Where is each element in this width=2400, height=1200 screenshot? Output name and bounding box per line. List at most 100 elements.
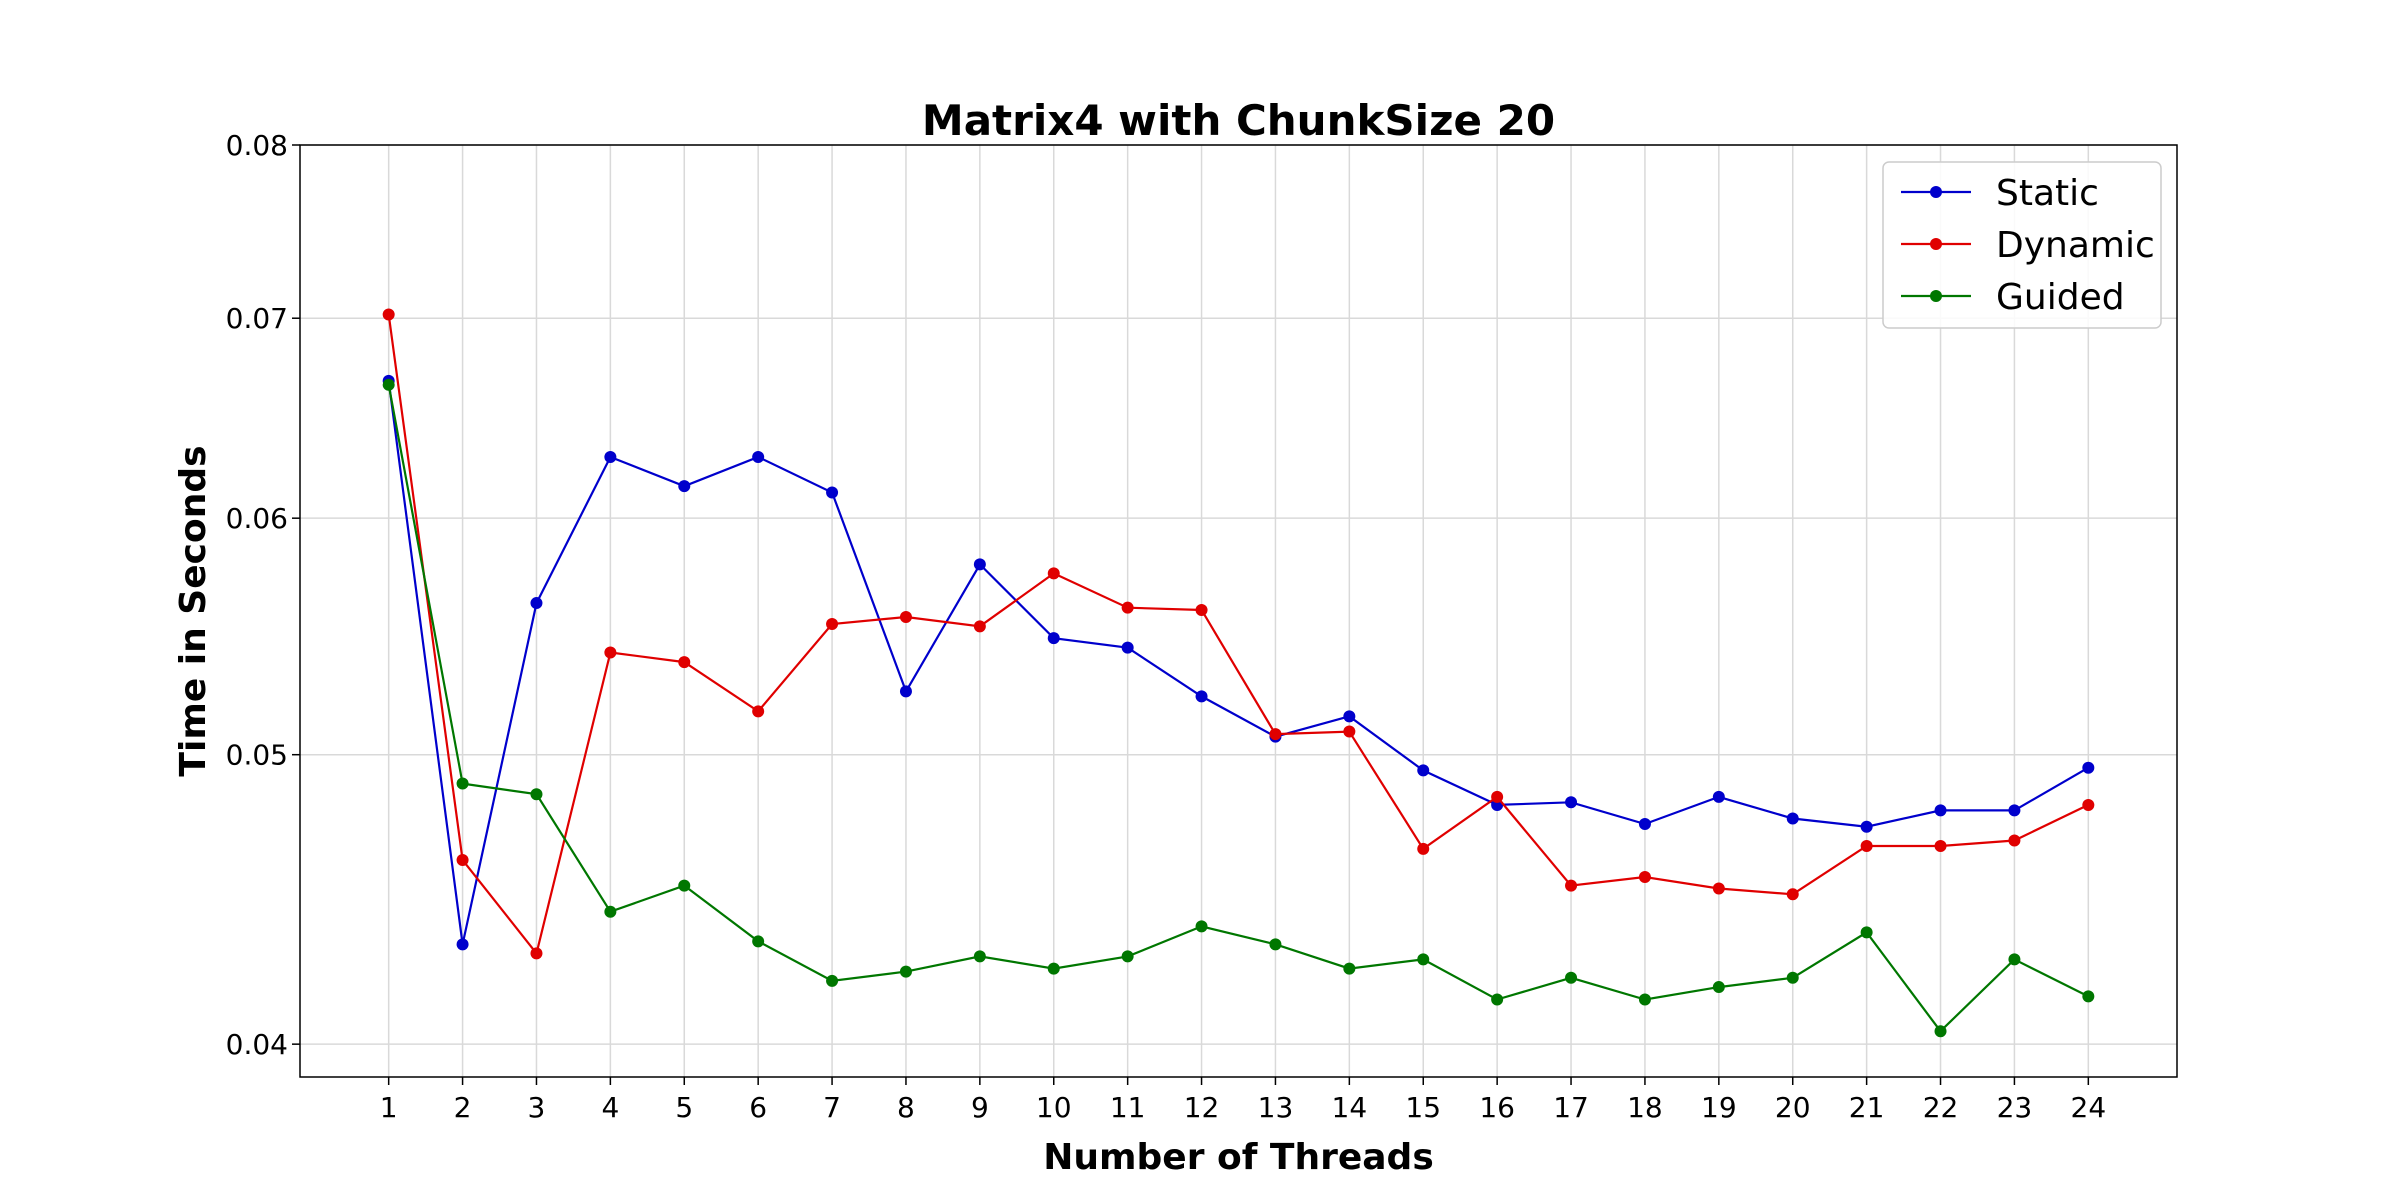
data-point-static (678, 480, 691, 493)
data-point-static (899, 685, 912, 698)
data-point-guided (456, 777, 469, 790)
data-point-dynamic (899, 610, 912, 623)
data-point-static (1565, 796, 1578, 809)
data-point-static (1417, 764, 1430, 777)
data-point-dynamic (604, 646, 617, 659)
series-layer (382, 308, 2095, 1038)
y-axis-label: Time in Seconds (173, 445, 214, 776)
data-point-dynamic (1269, 728, 1282, 741)
x-tick-label: 2 (454, 1091, 472, 1124)
chart-title: Matrix4 with ChunkSize 20 (922, 96, 1555, 145)
y-tick-label: 0.08 (226, 129, 288, 162)
data-point-guided (1195, 920, 1208, 933)
x-tick-label: 7 (823, 1091, 841, 1124)
data-point-guided (1417, 953, 1430, 966)
x-tick-label: 1 (380, 1091, 398, 1124)
x-tick-label: 19 (1701, 1091, 1737, 1124)
data-point-static (1047, 632, 1060, 645)
data-point-dynamic (1491, 790, 1504, 803)
data-point-dynamic (1638, 871, 1651, 884)
data-point-dynamic (1712, 882, 1725, 895)
plot-frame (299, 144, 2178, 1078)
data-point-static (1712, 790, 1725, 803)
legend-swatch-marker (1930, 238, 1942, 250)
data-point-guided (530, 788, 543, 801)
data-point-dynamic (2008, 834, 2021, 847)
x-tick-label: 23 (1997, 1091, 2033, 1124)
data-point-dynamic (1934, 840, 1947, 853)
data-point-static (604, 450, 617, 463)
ticks-layer: 1 2 3 4 5 6 7 8 9 10 11 12 13 14 15 16 17 18 19 20 21 22 23 240… (226, 129, 2106, 1124)
series-line-static (387, 380, 2089, 945)
data-point-guided (1047, 962, 1060, 975)
legend-swatch-marker (1930, 290, 1942, 302)
legend: Static Dynamic Guided (1882, 161, 2162, 329)
legend-box (1882, 161, 2162, 329)
data-point-guided (1343, 962, 1356, 975)
data-point-static (1343, 710, 1356, 723)
data-point-guided (604, 905, 617, 918)
y-tick-label: 0.06 (226, 502, 288, 535)
series-guided (382, 378, 2095, 1038)
data-point-dynamic (752, 705, 765, 718)
legend-label: Dynamic (1996, 225, 2155, 266)
x-tick-label: 4 (601, 1091, 619, 1124)
data-point-guided (1269, 938, 1282, 951)
data-point-static (456, 938, 469, 951)
x-tick-label: 9 (971, 1091, 989, 1124)
legend-label: Static (1996, 173, 2099, 214)
data-point-static (973, 558, 986, 571)
data-point-dynamic (530, 947, 543, 960)
x-tick-label: 15 (1405, 1091, 1441, 1124)
data-point-guided (1565, 971, 1578, 984)
data-point-dynamic (1417, 842, 1430, 855)
x-tick-label: 22 (1923, 1091, 1959, 1124)
data-point-guided (382, 378, 395, 391)
data-point-static (1860, 820, 1873, 833)
x-tick-label: 14 (1332, 1091, 1368, 1124)
x-tick-label: 20 (1775, 1091, 1811, 1124)
data-point-static (530, 597, 543, 610)
data-point-static (826, 486, 839, 499)
y-tick-label: 0.05 (226, 739, 288, 772)
data-point-dynamic (2082, 798, 2095, 811)
x-tick-label: 8 (897, 1091, 915, 1124)
data-point-guided (1934, 1025, 1947, 1038)
data-point-guided (2008, 953, 2021, 966)
data-point-dynamic (1786, 888, 1799, 901)
data-point-static (1786, 812, 1799, 825)
data-point-static (2082, 761, 2095, 774)
x-tick-label: 11 (1110, 1091, 1146, 1124)
x-tick-label: 16 (1479, 1091, 1515, 1124)
series-line-guided (387, 384, 2089, 1033)
x-tick-label: 18 (1627, 1091, 1663, 1124)
data-point-dynamic (826, 617, 839, 630)
data-point-dynamic (1121, 601, 1134, 614)
y-tick-label: 0.07 (226, 302, 288, 335)
data-point-static (2008, 804, 2021, 817)
legend-swatch-marker (1930, 186, 1942, 198)
data-point-static (1121, 641, 1134, 654)
series-dynamic (382, 308, 2095, 960)
x-tick-label: 3 (528, 1091, 546, 1124)
data-point-dynamic (678, 656, 691, 669)
x-tick-label: 5 (675, 1091, 693, 1124)
data-point-guided (826, 974, 839, 987)
data-point-dynamic (1860, 840, 1873, 853)
x-tick-label: 13 (1258, 1091, 1294, 1124)
x-tick-label: 24 (2071, 1091, 2107, 1124)
data-point-dynamic (456, 854, 469, 867)
x-tick-label: 21 (1849, 1091, 1885, 1124)
x-tick-label: 12 (1184, 1091, 1220, 1124)
data-point-guided (1121, 950, 1134, 963)
data-point-guided (1860, 926, 1873, 939)
x-tick-label: 17 (1553, 1091, 1589, 1124)
x-tick-label: 10 (1036, 1091, 1072, 1124)
data-point-guided (899, 965, 912, 978)
legend-label: Guided (1996, 277, 2125, 318)
data-point-dynamic (1195, 604, 1208, 617)
data-point-dynamic (382, 308, 395, 321)
data-point-guided (1712, 981, 1725, 994)
